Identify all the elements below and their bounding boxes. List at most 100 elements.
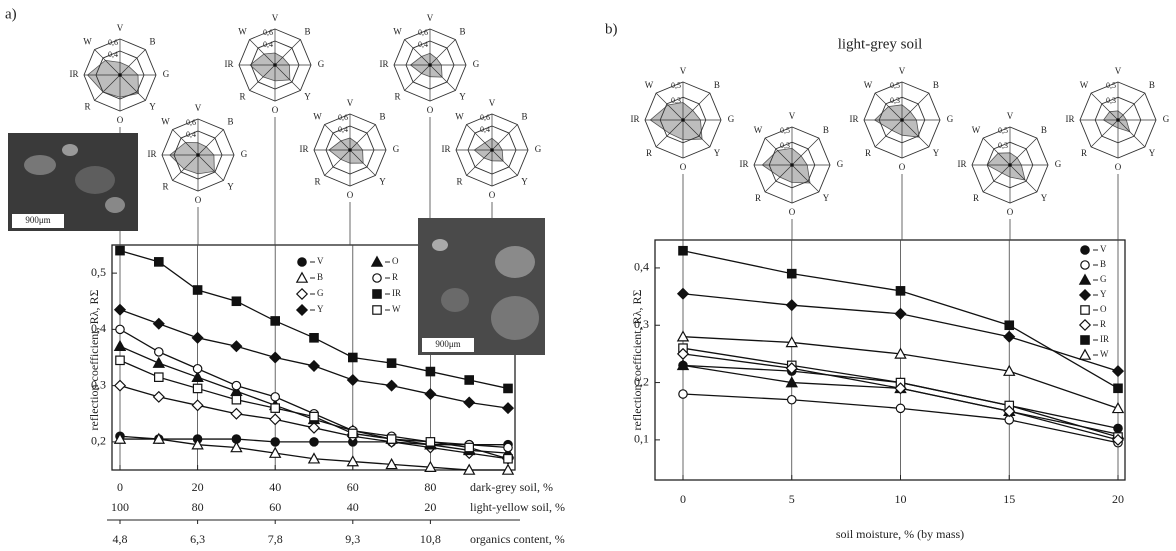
radar-axis-label: O [1007,207,1014,217]
marker [270,316,280,326]
radar-axis-label: G [241,149,248,159]
radar-spoke [655,119,684,148]
legend-label: B [1100,259,1106,269]
legend-marker [295,287,309,301]
marker [785,376,798,388]
marker [386,358,397,368]
radar-axis-label: W [645,80,654,90]
legend-marker [295,271,309,283]
radar-ring-label: 0,3 [671,96,681,105]
radar-spoke [94,74,121,101]
radar-spoke [874,92,903,121]
marker [501,402,515,415]
particle [495,246,535,278]
x-tick-label: 20 [192,480,204,494]
marker [346,455,360,467]
y-tick-label: 0,4 [634,260,649,274]
radar-axis-label: R [456,177,462,187]
radar-spoke [119,49,146,76]
legend-label: W [392,304,401,314]
marker [268,446,282,458]
marker [785,362,798,375]
radar-axis-label: Y [714,148,721,158]
radar-axis-label: Y [304,92,311,102]
radar-center [273,63,277,67]
marker [192,285,203,295]
radar-axis-label: R [865,148,871,158]
radar-axis-label: Y [149,102,156,112]
legend-label: O [1100,304,1107,314]
radar-axis-label: O [272,105,279,115]
radar-axis-label: O [680,162,687,172]
radar-ring-label: 0,6 [263,28,273,37]
particle [491,296,539,340]
radar-center [1116,118,1120,122]
legend-marker [1078,318,1092,332]
legend-marker [1078,273,1092,285]
marker [348,428,358,439]
x3-tick-label: 9,3 [345,532,360,546]
legend-label: O [392,256,399,266]
radar-spoke [682,92,711,121]
radar-axis-label: V [680,66,687,76]
radar-area [169,142,215,175]
legend-label: G [1100,274,1107,284]
particle [105,197,125,213]
legend-marker [372,273,382,283]
x-tick-label: 0 [117,480,123,494]
radar-axis-label: O [899,162,906,172]
x3-axis-label: organics content, % [470,532,565,546]
legend-label: B [317,272,323,282]
radar-ring-label: 0,6 [480,113,490,122]
legend-marker [370,255,384,267]
micrograph-right: 900μm [418,218,545,355]
marker [154,347,164,357]
legend-label: V [1100,244,1107,254]
marker [152,390,165,403]
radar-spoke [1117,119,1146,148]
radar-axis-label: G [535,144,542,154]
radar-spoke [324,149,351,176]
legend-marker [297,257,307,267]
chart-title: light-grey soil [838,36,923,52]
radar-axis-label: B [305,27,311,37]
marker [786,394,797,405]
radar-center [681,118,685,122]
radar-spoke [94,49,121,76]
marker [270,392,280,402]
marker [462,463,476,475]
legend-label: G [317,288,324,298]
radar-axis-label: R [1081,148,1087,158]
radar-axis-label: O [427,105,434,115]
radar-ring-label: 0,4 [418,40,428,49]
x-axis-label: dark-grey soil, % [470,480,553,494]
radar-ring-label: 0,5 [998,126,1008,135]
radar-center [490,148,494,152]
radar-spoke [249,64,276,91]
radar-axis-label: R [394,92,400,102]
radar-axis-label: G [473,59,480,69]
radar-spoke [491,149,518,176]
radar-axis-label: G [1055,159,1062,169]
legend-marker [1080,245,1090,255]
y-tick-label: 0,4 [91,321,106,335]
marker [385,457,398,470]
radar-area [87,59,139,98]
radar-spoke [1009,164,1038,193]
radar-spoke [349,124,376,151]
radar-spoke [791,164,820,193]
marker [115,355,125,366]
radar-ring-label: 0,4 [480,125,490,134]
radar-ring-label: 0,3 [890,96,900,105]
x3-tick-label: 6,3 [190,532,205,546]
marker [113,339,127,352]
marker [385,379,398,392]
radar-axis-label: B [228,117,234,127]
radar-spoke [197,154,224,181]
marker [678,389,688,399]
marker [230,407,243,420]
marker [191,438,204,450]
x-tick-label: 5 [789,492,795,506]
scale-box [12,214,64,228]
radar-spoke [429,39,456,66]
